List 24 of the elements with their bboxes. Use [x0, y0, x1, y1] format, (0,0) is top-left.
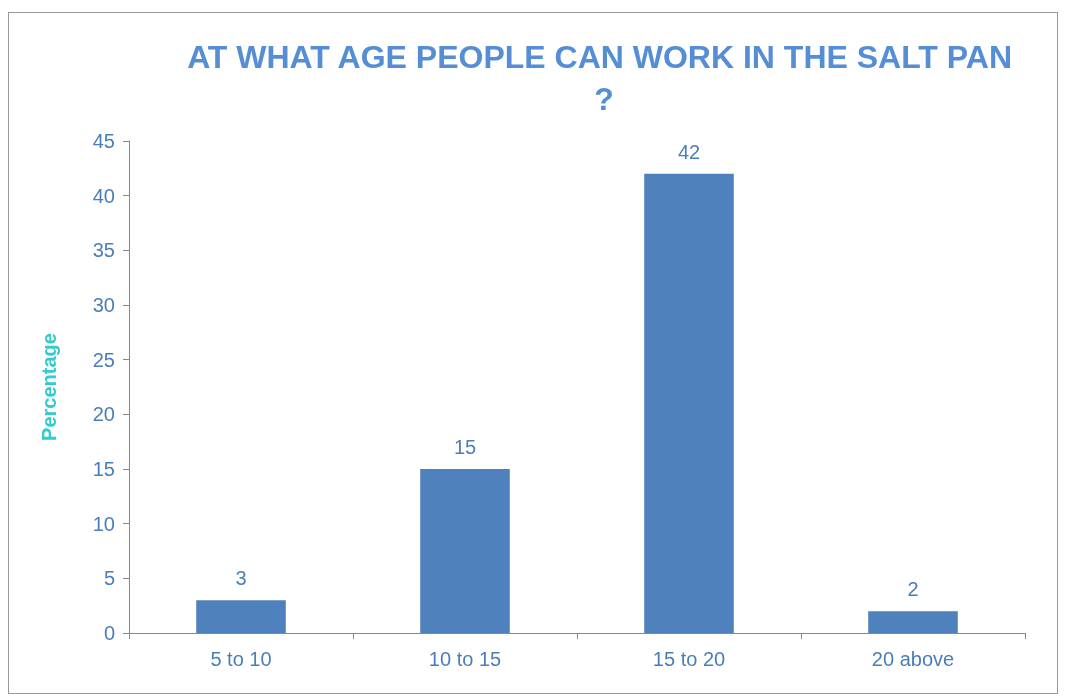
x-tick-label: 5 to 10	[210, 648, 272, 670]
y-tick-label: 20	[92, 403, 115, 426]
y-axis-title: Percentage	[38, 333, 60, 441]
x-tick-label: 10 to 15	[428, 648, 502, 670]
y-tick-label: 45	[92, 130, 115, 152]
data-label: 2	[907, 578, 919, 601]
x-tick-label: 15 to 20	[652, 648, 726, 670]
y-tick-label: 10	[92, 512, 115, 535]
y-tick-label: 40	[92, 184, 115, 207]
data-label: 15	[453, 436, 477, 458]
y-tick-label: 15	[92, 458, 115, 480]
chart-title: AT WHAT AGE PEOPLE CAN WORK IN THE SALT PAN ?	[187, 39, 1021, 117]
bar	[196, 600, 286, 633]
bar	[868, 611, 958, 633]
y-tick-label: 30	[92, 294, 115, 316]
x-tick-label: 20 above	[871, 648, 955, 670]
y-tick-label: 0	[103, 622, 115, 644]
bar	[420, 469, 510, 633]
bar	[644, 173, 734, 633]
data-label: 42	[677, 140, 701, 163]
y-tick-label: 5	[103, 567, 115, 590]
y-tick-label: 35	[92, 239, 115, 262]
y-tick-label: 25	[92, 348, 115, 371]
data-label: 3	[235, 567, 247, 590]
